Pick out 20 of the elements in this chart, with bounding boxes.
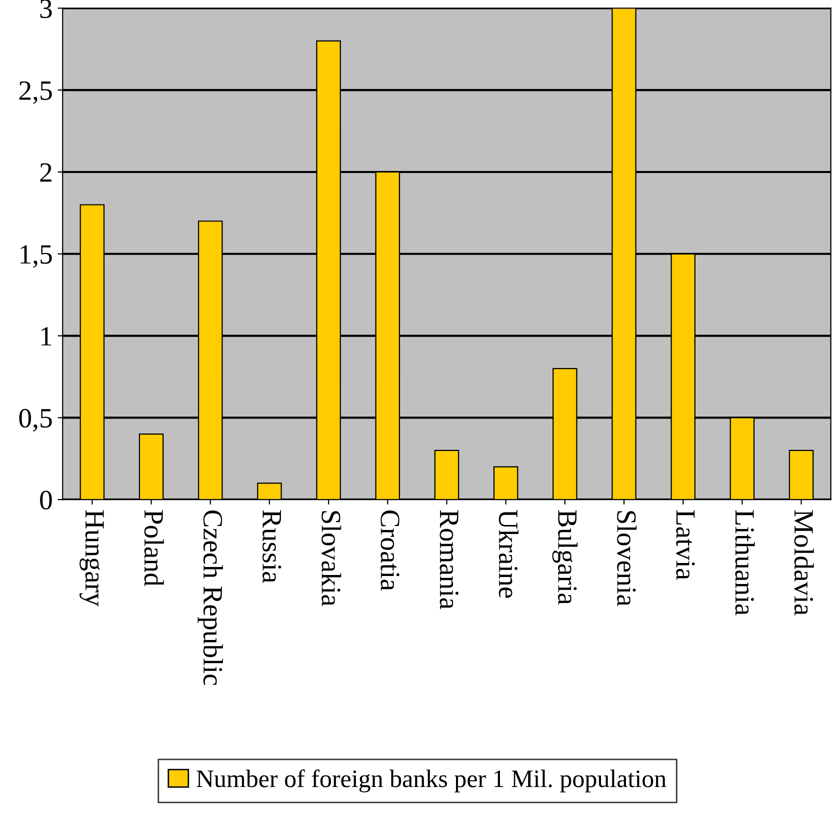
legend-label: Number of foreign banks per 1 Mil. population xyxy=(196,769,666,792)
y-tick-label: 2,5 xyxy=(19,81,52,104)
x-tick-label: Poland xyxy=(144,510,164,586)
y-tick-label: 0,5 xyxy=(19,408,52,432)
x-tick-label: Croatia xyxy=(380,510,400,591)
x-tick-label: Hungary xyxy=(80,510,104,606)
x-tick-label: Moldavia xyxy=(794,510,814,616)
x-tick-label: Romania xyxy=(440,510,458,610)
x-tick-label: Russia xyxy=(262,510,282,584)
x-tick-label: Czech Republic xyxy=(198,510,223,686)
x-tick-label: Latvia xyxy=(676,510,695,580)
y-tick-label: 1,5 xyxy=(20,245,52,268)
y-tick-label: 0 xyxy=(40,490,52,510)
x-tick-label: Bulgaria xyxy=(552,510,578,605)
y-tick-label: 1 xyxy=(41,327,52,346)
x-tick-label: Lithuania xyxy=(735,510,755,616)
y-tick-label: 2 xyxy=(40,163,52,182)
x-tick-label: Slovenia xyxy=(617,511,637,606)
x-tick-label: Ukraine xyxy=(498,510,518,598)
x-tick-label: Slovakia xyxy=(322,511,342,606)
